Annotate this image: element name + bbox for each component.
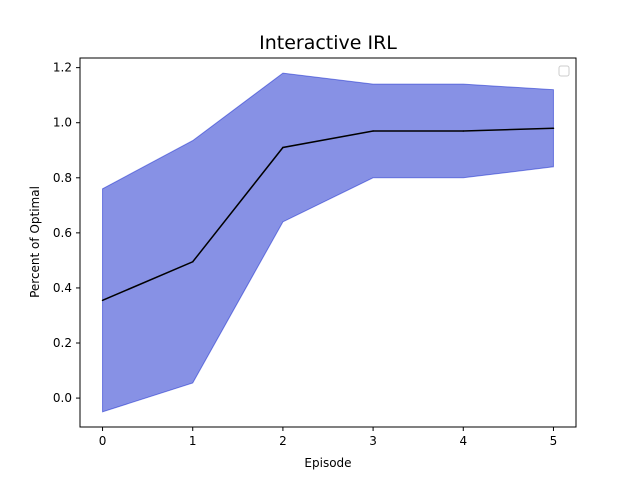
- axes-frame: [79, 57, 577, 428]
- legend-box: [558, 65, 570, 77]
- data-point: [191, 261, 194, 263]
- data-point: [101, 299, 104, 302]
- x-tick-label: 3: [369, 434, 377, 448]
- series-0-line: [102, 127, 554, 302]
- x-tick-label: 4: [459, 434, 467, 448]
- y-axis: 0.0 0.2 0.4 0.6 0.8 1.0 1.2: [53, 61, 80, 405]
- y-axis-label: Percent of Optimal: [28, 186, 42, 298]
- data-point: [372, 130, 374, 132]
- y-tick-label: 0.8: [53, 171, 72, 185]
- series-0-band: [102, 72, 554, 413]
- x-tick-label: 0: [99, 434, 107, 448]
- data-point: [552, 127, 555, 129]
- data-point: [282, 146, 284, 149]
- x-axis: 0 1 2 3 4 5: [99, 427, 558, 448]
- x-tick-label: 1: [189, 434, 197, 448]
- y-tick-label: 0.2: [53, 336, 72, 350]
- x-tick-label: 5: [550, 434, 558, 448]
- y-tick-label: 0.6: [53, 226, 72, 240]
- y-tick-label: 1.2: [53, 61, 72, 75]
- data-point: [462, 130, 465, 132]
- plot-area: [101, 72, 555, 413]
- y-tick-label: 1.0: [53, 116, 72, 130]
- chart-title: Interactive IRL: [259, 32, 397, 54]
- y-tick-label: 0.0: [53, 391, 72, 405]
- x-tick-label: 2: [279, 434, 287, 448]
- x-axis-label: Episode: [304, 456, 351, 470]
- y-tick-label: 0.4: [53, 281, 72, 295]
